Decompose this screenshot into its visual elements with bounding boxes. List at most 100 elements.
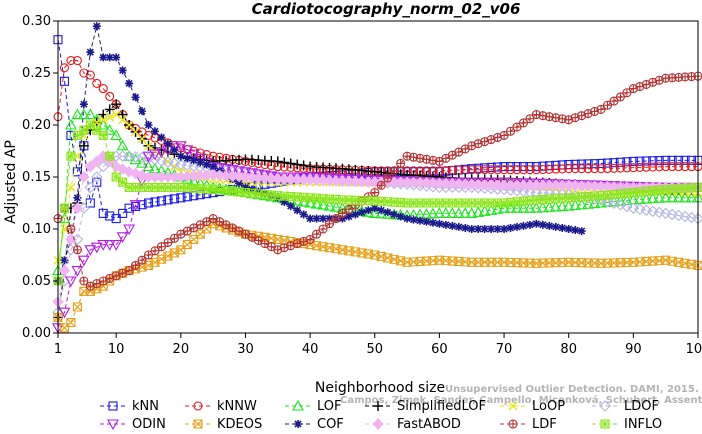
data-point bbox=[577, 227, 586, 236]
data-point bbox=[104, 104, 115, 115]
data-point bbox=[556, 200, 569, 212]
data-point bbox=[142, 151, 155, 163]
data-point bbox=[66, 182, 76, 192]
data-point bbox=[129, 200, 142, 211]
data-point bbox=[170, 145, 179, 154]
data-point bbox=[525, 195, 535, 206]
data-point bbox=[79, 125, 89, 135]
data-point bbox=[136, 157, 148, 168]
data-point bbox=[571, 226, 580, 235]
data-point bbox=[98, 276, 108, 286]
data-point bbox=[549, 200, 562, 212]
data-point bbox=[77, 108, 90, 120]
data-point bbox=[176, 193, 186, 203]
data-point bbox=[654, 156, 664, 166]
data-point bbox=[583, 164, 593, 174]
data-point bbox=[530, 202, 543, 213]
data-point bbox=[233, 166, 245, 177]
legend-item-lof: LOF bbox=[285, 399, 342, 414]
legend-item-inflo: INFLO bbox=[592, 417, 662, 432]
data-point bbox=[512, 197, 522, 207]
series-line bbox=[57, 60, 698, 172]
data-point bbox=[422, 217, 431, 226]
data-point bbox=[279, 157, 290, 168]
data-point bbox=[150, 127, 159, 136]
data-point bbox=[505, 165, 516, 175]
x-tick-label: 1 bbox=[54, 342, 62, 357]
data-point bbox=[209, 162, 218, 171]
data-point bbox=[144, 141, 153, 151]
data-point bbox=[239, 167, 252, 178]
data-point bbox=[142, 152, 155, 165]
data-point bbox=[486, 165, 496, 175]
x-axis-label: Neighborhood size bbox=[315, 380, 445, 396]
data-point bbox=[531, 165, 541, 175]
data-point bbox=[602, 163, 613, 174]
data-point bbox=[357, 208, 366, 217]
data-point bbox=[305, 234, 315, 244]
data-point bbox=[499, 130, 509, 140]
data-point bbox=[590, 159, 600, 169]
data-point bbox=[118, 268, 128, 278]
data-point bbox=[648, 156, 658, 166]
legend-label: kNNW bbox=[217, 399, 257, 414]
data-point bbox=[105, 211, 115, 221]
data-point bbox=[85, 198, 95, 208]
data-point bbox=[562, 199, 575, 211]
data-point bbox=[65, 244, 77, 256]
data-point bbox=[590, 164, 600, 174]
data-point bbox=[582, 198, 595, 209]
plot-frame bbox=[57, 20, 699, 334]
data-point bbox=[448, 221, 457, 230]
data-point bbox=[545, 221, 554, 230]
data-point bbox=[674, 162, 684, 172]
data-point bbox=[480, 165, 490, 175]
data-point bbox=[97, 160, 110, 173]
data-point bbox=[344, 212, 353, 221]
legend-label: kNN bbox=[132, 399, 159, 414]
data-point bbox=[373, 401, 383, 411]
data-point bbox=[193, 419, 203, 429]
data-point bbox=[253, 189, 263, 199]
data-point bbox=[428, 218, 437, 227]
data-point bbox=[137, 255, 147, 265]
data-point bbox=[71, 202, 84, 214]
data-point bbox=[538, 164, 548, 175]
data-point bbox=[280, 197, 289, 206]
data-point bbox=[59, 76, 70, 86]
data-point bbox=[108, 401, 118, 411]
data-point bbox=[124, 120, 134, 130]
data-point bbox=[182, 192, 192, 202]
data-point bbox=[427, 207, 439, 219]
data-point bbox=[144, 121, 153, 129]
data-point bbox=[221, 186, 231, 196]
data-point bbox=[614, 199, 627, 211]
data-point bbox=[672, 191, 685, 203]
data-point bbox=[118, 115, 128, 125]
data-point bbox=[58, 307, 71, 319]
data-point bbox=[323, 199, 336, 211]
data-point bbox=[72, 302, 82, 312]
data-point bbox=[189, 156, 198, 165]
data-point bbox=[478, 205, 491, 216]
data-point bbox=[518, 165, 529, 175]
data-point bbox=[679, 210, 691, 223]
data-point bbox=[653, 192, 666, 203]
data-point bbox=[92, 78, 102, 88]
data-point bbox=[156, 242, 166, 252]
data-point bbox=[505, 126, 516, 136]
data-point bbox=[90, 242, 103, 254]
data-point bbox=[439, 207, 452, 218]
legend-item-fastabod: FastABOD bbox=[365, 417, 461, 432]
data-point bbox=[525, 165, 535, 175]
data-point bbox=[622, 163, 632, 173]
data-point bbox=[433, 207, 446, 218]
data-point bbox=[620, 194, 633, 206]
data-point bbox=[641, 156, 651, 166]
data-point bbox=[577, 159, 587, 169]
x-tick-label: 100 bbox=[686, 342, 702, 357]
data-point bbox=[368, 207, 381, 218]
data-point bbox=[557, 164, 567, 174]
data-point bbox=[98, 84, 108, 94]
